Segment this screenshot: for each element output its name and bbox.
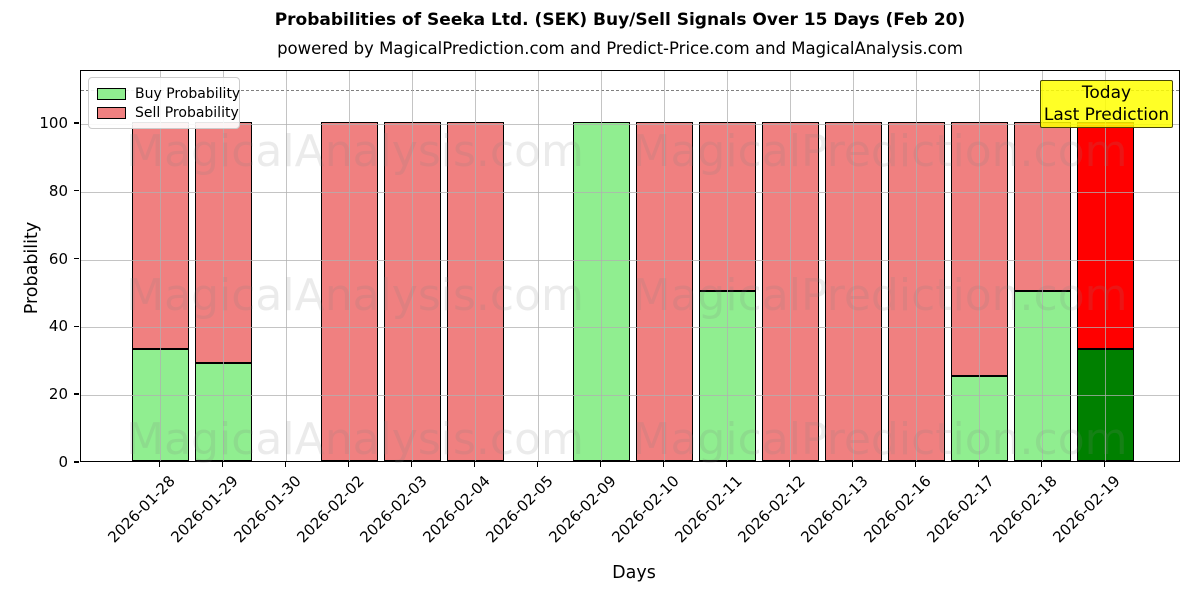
gridline-horizontal	[81, 123, 1179, 125]
gridline-vertical	[853, 71, 854, 461]
x-axis-tick	[473, 462, 476, 467]
y-tick-label: 80	[48, 181, 68, 200]
x-tick-label: 2026-02-11	[670, 472, 746, 547]
chart-subtitle: powered by MagicalPrediction.com and Pre…	[277, 39, 963, 58]
y-tick-label: 60	[48, 249, 68, 268]
today-annotation: Today Last Prediction	[1040, 80, 1173, 128]
x-tick-label: 2026-02-02	[292, 472, 368, 547]
gridline-vertical	[664, 71, 665, 461]
x-tick-label: 2026-02-10	[607, 472, 683, 547]
gridline-vertical	[601, 71, 602, 461]
gridline-vertical	[412, 71, 413, 461]
gridline-horizontal	[81, 327, 1179, 329]
plot-area	[80, 70, 1180, 462]
y-axis-tick	[74, 257, 79, 260]
y-axis-tick	[74, 325, 79, 328]
gridline-vertical	[1042, 71, 1043, 461]
x-axis-tick	[662, 462, 665, 467]
x-tick-label: 2026-02-18	[985, 472, 1061, 547]
gridline-horizontal	[81, 191, 1179, 193]
gridline-horizontal	[81, 259, 1179, 261]
y-axis-tick	[74, 393, 79, 395]
gridline-vertical	[790, 71, 791, 461]
x-tick-label: 2026-02-03	[355, 472, 431, 547]
gridline-vertical	[538, 71, 539, 461]
x-tick-label: 2026-02-09	[544, 472, 620, 547]
x-axis-tick	[158, 462, 161, 467]
x-axis-tick	[599, 462, 602, 467]
gridline-horizontal	[81, 395, 1179, 397]
legend-label-sell: Sell Probability	[135, 104, 239, 121]
chart-title: Probabilities of Seeka Ltd. (SEK) Buy/Se…	[274, 10, 966, 30]
legend: Buy Probability Sell Probability	[88, 77, 240, 129]
x-tick-label: 2026-02-16	[859, 472, 935, 547]
x-axis-tick	[851, 462, 854, 467]
y-axis-tick	[74, 122, 79, 124]
y-axis-tick	[74, 461, 79, 463]
x-tick-label: 2026-02-05	[481, 472, 557, 547]
today-annotation-line2: Last Prediction	[1043, 105, 1170, 125]
legend-label-buy: Buy Probability	[135, 85, 241, 102]
legend-item-sell: Sell Probability	[97, 103, 239, 122]
x-tick-label: 2026-02-17	[922, 472, 998, 547]
gridline-vertical	[475, 71, 476, 461]
x-axis-tick	[725, 462, 728, 467]
threshold-dashed-line	[81, 89, 1179, 91]
y-tick-label: 0	[58, 453, 68, 471]
gridline-vertical	[1105, 71, 1106, 461]
gridline-vertical	[160, 71, 161, 461]
x-axis-tick	[914, 462, 917, 467]
x-tick-label: 2026-01-30	[229, 472, 305, 547]
x-axis-tick	[410, 462, 413, 467]
x-axis-tick	[977, 462, 980, 467]
x-axis-tick	[536, 462, 539, 467]
gridline-vertical	[223, 71, 224, 461]
x-axis-tick	[1040, 462, 1043, 467]
x-tick-label: 2026-02-13	[796, 472, 872, 547]
x-tick-label: 2026-01-29	[166, 472, 242, 547]
y-tick-label: 20	[48, 385, 68, 404]
x-axis-tick	[788, 462, 791, 467]
gridline-vertical	[286, 71, 287, 461]
x-tick-label: 2026-01-28	[103, 472, 179, 547]
legend-item-buy: Buy Probability	[97, 84, 240, 103]
y-axis-tick	[74, 189, 79, 192]
y-tick-label: 100	[39, 113, 68, 132]
x-axis-tick	[347, 462, 350, 467]
x-axis-tick	[221, 462, 224, 467]
gridline-vertical	[349, 71, 350, 461]
buy-swatch-icon	[97, 87, 126, 100]
sell-swatch-icon	[97, 106, 126, 119]
x-axis-tick	[284, 462, 287, 467]
today-annotation-line1: Today	[1081, 83, 1132, 103]
x-tick-label: 2026-02-12	[733, 472, 809, 547]
gridline-vertical	[916, 71, 917, 461]
x-axis-tick	[1103, 462, 1106, 467]
gridline-vertical	[979, 71, 980, 461]
x-axis-label: Days	[612, 563, 656, 583]
y-tick-label: 40	[48, 317, 68, 336]
x-tick-label: 2026-02-19	[1048, 472, 1124, 547]
gridline-vertical	[727, 71, 728, 461]
x-tick-label: 2026-02-04	[418, 472, 494, 547]
